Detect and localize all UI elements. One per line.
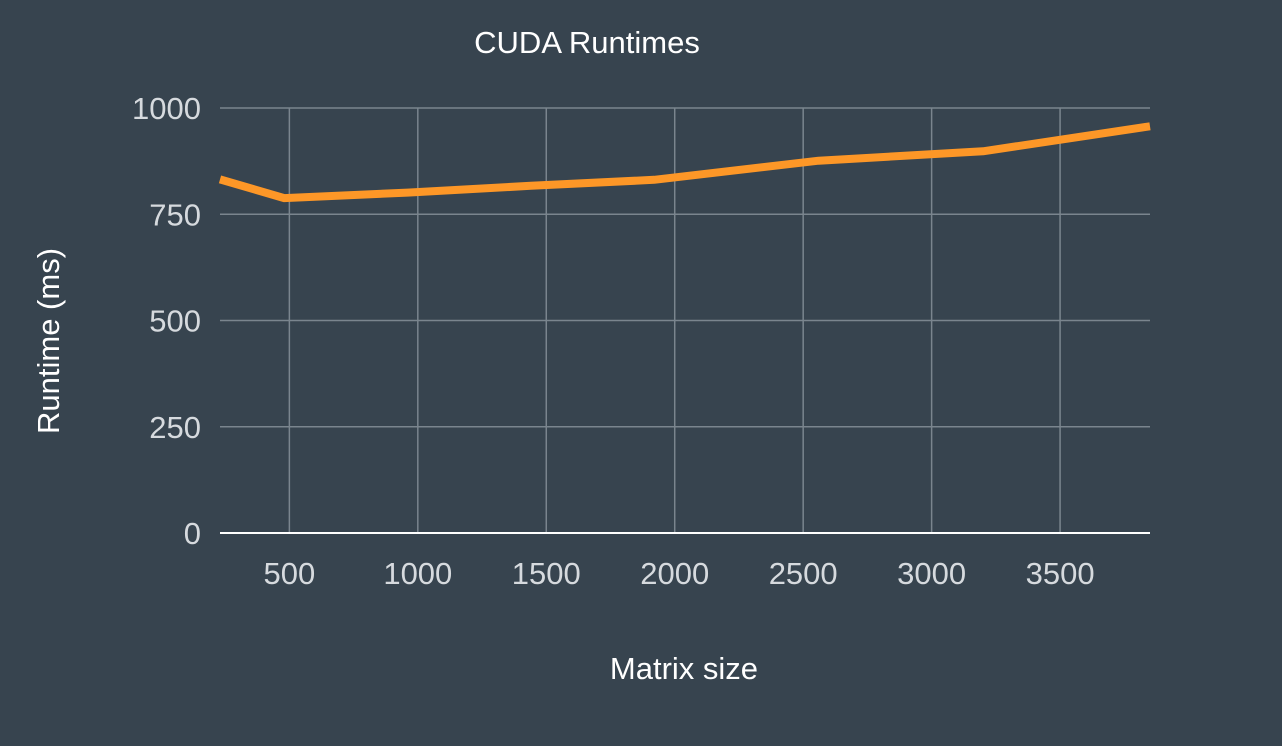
series-group xyxy=(218,122,1151,203)
x-tick-label: 500 xyxy=(263,556,315,591)
horizontal-gridlines xyxy=(220,107,1150,428)
y-tick-label: 750 xyxy=(149,197,201,232)
x-tick-label: 3500 xyxy=(1026,556,1095,591)
series-line xyxy=(218,122,1151,203)
y-axis-ticks: 0 250 500 750 1000 xyxy=(132,91,201,551)
y-tick-label: 0 xyxy=(184,516,201,551)
x-tick-label: 1000 xyxy=(383,556,452,591)
x-tick-label: 3000 xyxy=(897,556,966,591)
y-axis-label: Runtime (ms) xyxy=(31,248,66,434)
x-tick-label: 2500 xyxy=(769,556,838,591)
x-axis-ticks: 500 1000 1500 2000 2500 3000 3500 xyxy=(263,556,1094,591)
x-tick-label: 1500 xyxy=(512,556,581,591)
x-tick-label: 2000 xyxy=(640,556,709,591)
chart-title: CUDA Runtimes xyxy=(474,25,700,60)
y-tick-label: 250 xyxy=(149,410,201,445)
x-axis-label: Matrix size xyxy=(610,651,758,686)
y-tick-label: 1000 xyxy=(132,91,201,126)
y-tick-label: 500 xyxy=(149,304,201,339)
